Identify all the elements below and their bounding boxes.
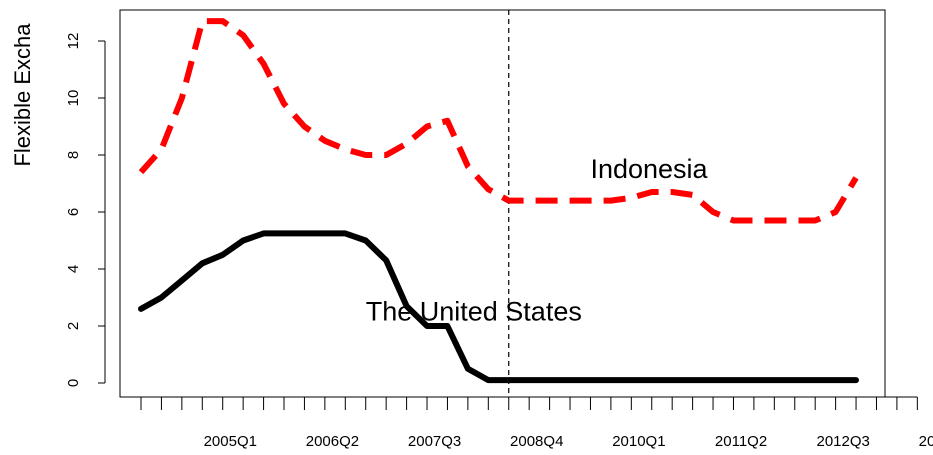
x-axis: 2005Q1 2006Q2 2007Q3 2008Q4 2010Q1 2011Q2 2012… <box>140 396 933 450</box>
y-tick-label: 12 <box>65 33 82 50</box>
y-tick-label: 0 <box>65 379 82 387</box>
y-tick-label: 6 <box>65 208 82 216</box>
x-tick-label: 2013Q4 <box>919 433 933 450</box>
plot-frame <box>119 9 886 398</box>
x-tick-label: 2006Q2 <box>306 433 359 450</box>
x-tick-label: 2011Q2 <box>715 433 767 450</box>
series-line-the-united-states <box>138 230 859 384</box>
y-axis-label: Flexible Excha <box>10 23 35 167</box>
y-tick-label: 2 <box>65 322 82 330</box>
annotation-layer: Indonesia The United States <box>366 154 709 326</box>
series-layer <box>138 18 859 384</box>
annotation-label: Indonesia <box>590 154 708 184</box>
x-tick-label: 2005Q1 <box>204 433 257 450</box>
annotation-label: The United States <box>366 296 582 326</box>
y-tick-label: 10 <box>65 90 82 107</box>
y-tick-label: 4 <box>65 265 82 273</box>
x-tick-label: 2008Q4 <box>510 433 563 450</box>
series-line-indonesia <box>138 18 859 224</box>
x-tick-label: 2012Q3 <box>816 433 869 450</box>
x-tick-label: 2007Q3 <box>408 433 461 450</box>
y-tick-label: 8 <box>65 151 82 159</box>
x-tick-label: 2010Q1 <box>612 433 665 450</box>
y-axis: 0 2 4 6 8 10 12 <box>65 33 106 387</box>
